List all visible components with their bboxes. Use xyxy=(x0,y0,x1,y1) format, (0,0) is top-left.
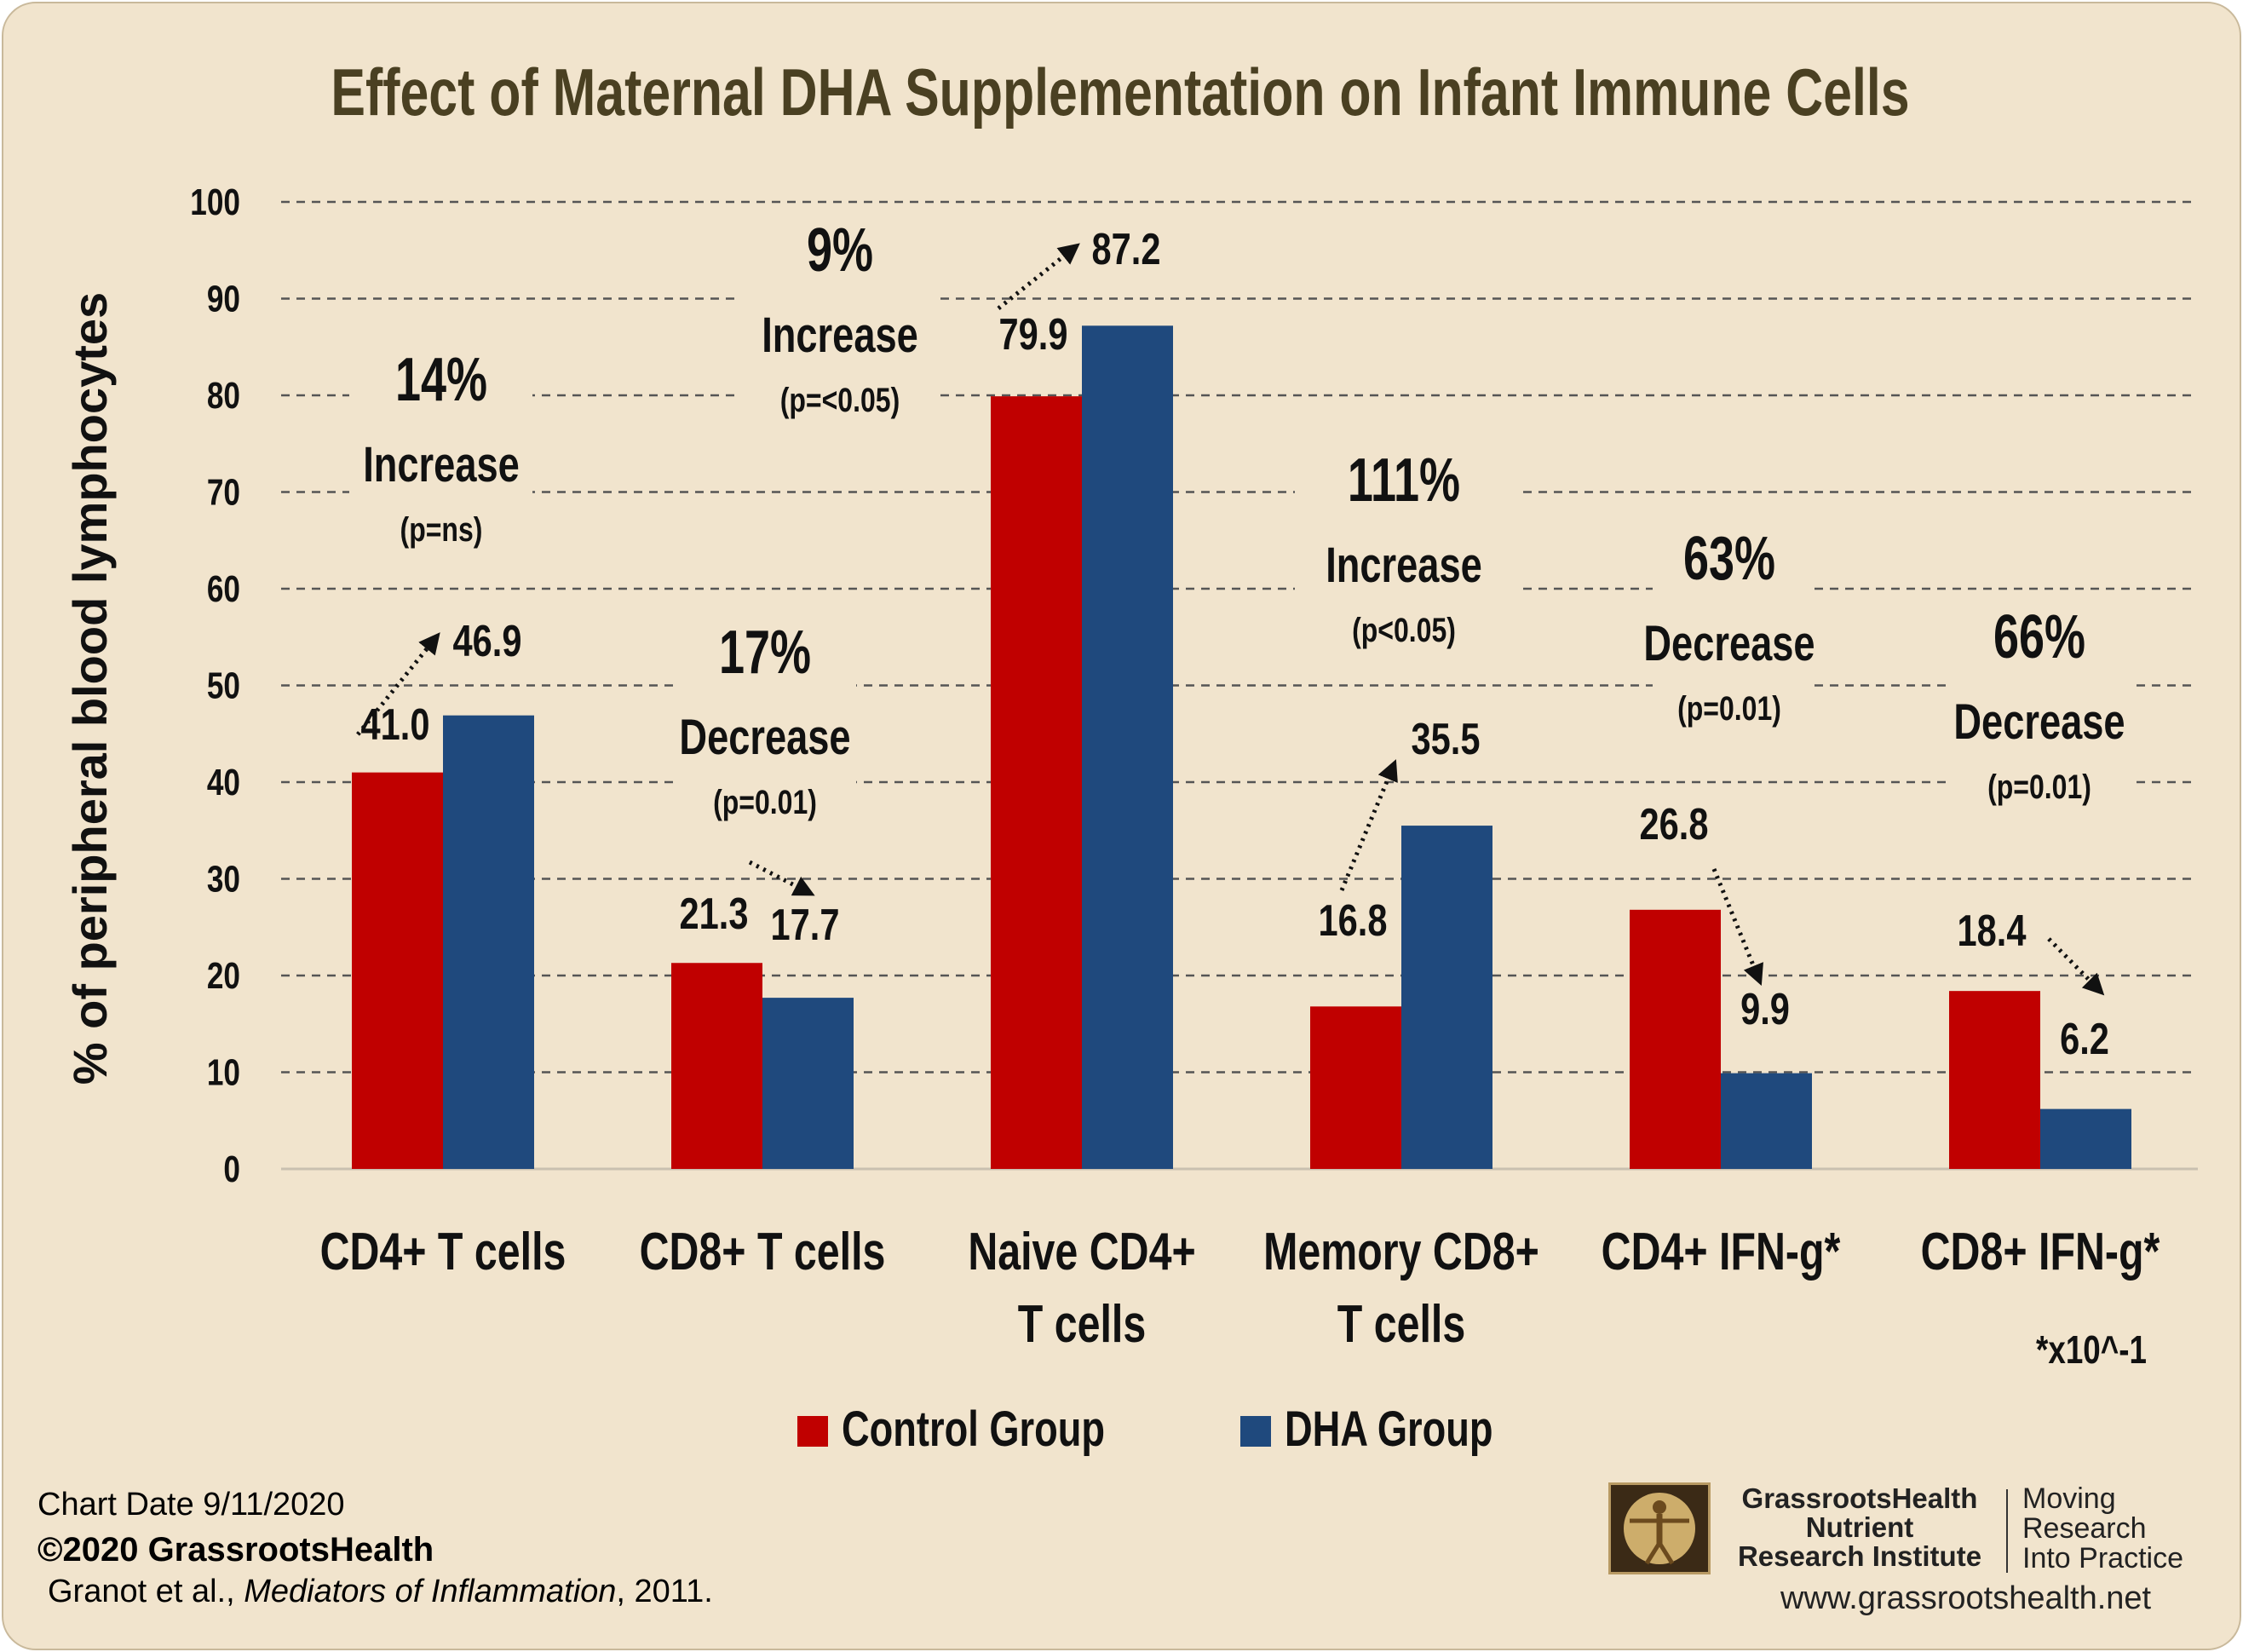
data-label-dha: 17.7 xyxy=(771,900,840,950)
data-label-dha: 35.5 xyxy=(1412,714,1481,764)
annotation-p-value: (p=ns) xyxy=(400,510,483,549)
annotation-percent: 111% xyxy=(1348,446,1460,515)
tagline-line-1: Moving xyxy=(2022,1482,2116,1515)
org-line-2: Nutrient xyxy=(1805,1511,1914,1543)
change-arrow xyxy=(356,632,440,736)
category-label: T cells xyxy=(1018,1294,1146,1353)
annotation-percent: 14% xyxy=(395,346,487,414)
tagline: Moving Research Into Practice xyxy=(2022,1484,2183,1574)
annotation-background xyxy=(349,366,532,554)
annotation-direction: Increase xyxy=(1326,538,1482,594)
citation-year: , 2011. xyxy=(616,1574,713,1609)
org-name: GrassrootsHealth Nutrient Research Insti… xyxy=(1728,1484,1992,1571)
chart-title: Effect of Maternal DHA Supplementation o… xyxy=(331,55,1909,130)
y-tick-label: 100 xyxy=(190,181,240,223)
copyright: ©2020 GrassrootsHealth xyxy=(37,1531,434,1569)
annotation-p-value: (p=0.01) xyxy=(713,783,817,821)
y-tick-label: 60 xyxy=(207,568,240,610)
org-line-3: Research Institute xyxy=(1737,1540,1982,1572)
vitruvian-logo xyxy=(1608,1482,1711,1574)
y-tick-label: 80 xyxy=(207,375,240,417)
annotation-percent: 63% xyxy=(1683,525,1775,593)
category-label: Naive CD4+ xyxy=(968,1222,1195,1281)
category-label: CD8+ IFN-g* xyxy=(1921,1222,2160,1281)
annotation-background xyxy=(1653,545,1815,716)
data-label-control: 21.3 xyxy=(680,889,749,939)
org-divider xyxy=(2006,1489,2008,1573)
bar-control xyxy=(991,396,1082,1169)
annotation-p-value: (p<0.05) xyxy=(1352,611,1456,649)
footnote: *x10^-1 xyxy=(2036,1327,2147,1372)
annotation-p-value: (p=0.01) xyxy=(1987,768,2091,806)
annotation-p-value: (p=0.01) xyxy=(1677,689,1781,728)
annotation-background xyxy=(741,234,937,426)
annotation-background xyxy=(1295,464,1521,652)
bar-dha xyxy=(1401,826,1492,1169)
data-label-control: 79.9 xyxy=(999,309,1068,360)
annotation-percent: 17% xyxy=(719,619,811,687)
bar-control xyxy=(1949,991,2040,1169)
legend-label-dha: DHA Group xyxy=(1285,1402,1493,1458)
y-tick-label: 20 xyxy=(207,955,240,997)
data-label-dha: 46.9 xyxy=(453,616,522,666)
citation-journal: Mediators of Inflammation xyxy=(244,1574,617,1609)
data-label-dha: 6.2 xyxy=(2060,1014,2109,1064)
change-arrow xyxy=(2047,937,2105,996)
bar-dha xyxy=(1721,1073,1812,1169)
data-label-control: 16.8 xyxy=(1319,895,1388,946)
bar-dha xyxy=(762,998,854,1169)
y-tick-label: 0 xyxy=(223,1148,240,1190)
category-label: CD8+ T cells xyxy=(640,1222,886,1281)
annotation-direction: Increase xyxy=(363,438,520,493)
citation: Granot et al., Mediators of Inflammation… xyxy=(48,1574,713,1610)
annotation-background xyxy=(673,639,856,818)
annotation-percent: 9% xyxy=(807,216,873,285)
chart-date: Chart Date 9/11/2020 xyxy=(37,1487,345,1522)
annotation-direction: Decrease xyxy=(1953,695,2125,751)
bar-control xyxy=(1630,909,1721,1169)
annotation-percent: 66% xyxy=(1993,603,2085,671)
bar-control xyxy=(671,963,762,1169)
annotation-direction: Increase xyxy=(762,308,918,364)
annotation-direction: Decrease xyxy=(1643,617,1815,672)
legend-swatch-control xyxy=(797,1416,828,1447)
annotation-background xyxy=(1951,622,2130,801)
y-tick-label: 30 xyxy=(207,859,240,901)
org-line-1: GrassrootsHealth xyxy=(1741,1482,1978,1514)
bar-control xyxy=(1310,1006,1401,1169)
bar-dha xyxy=(443,715,534,1169)
category-label: CD4+ IFN-g* xyxy=(1602,1222,1841,1281)
change-arrow xyxy=(997,243,1080,310)
tagline-line-3: Into Practice xyxy=(2022,1542,2183,1574)
data-label-control: 41.0 xyxy=(361,699,430,750)
tagline-line-2: Research xyxy=(2022,1512,2147,1545)
bar-dha xyxy=(2040,1108,2131,1169)
annotation-p-value: (p=<0.05) xyxy=(780,381,900,419)
y-tick-label: 90 xyxy=(207,279,240,320)
annotation-direction: Decrease xyxy=(679,711,850,766)
change-arrow xyxy=(748,860,815,896)
category-label: Memory CD8+ xyxy=(1263,1222,1539,1281)
data-label-dha: 87.2 xyxy=(1092,224,1161,274)
y-tick-label: 70 xyxy=(207,472,240,514)
change-arrow xyxy=(1339,759,1398,891)
legend-swatch-dha xyxy=(1240,1416,1271,1447)
category-label: CD4+ T cells xyxy=(320,1222,567,1281)
y-tick-label: 50 xyxy=(207,665,240,707)
data-label-dha: 9.9 xyxy=(1740,984,1790,1034)
website-link[interactable]: www.grassrootshealth.net xyxy=(1780,1580,2152,1616)
category-label: T cells xyxy=(1337,1294,1465,1353)
citation-authors: Granot et al., xyxy=(48,1574,244,1609)
bar-dha xyxy=(1082,325,1173,1169)
y-axis-title: % of peripheral blood lymphocytes xyxy=(63,292,117,1085)
bar-control xyxy=(352,772,443,1169)
y-tick-label: 40 xyxy=(207,762,240,803)
data-label-control: 18.4 xyxy=(1958,906,2027,956)
legend-label-control: Control Group xyxy=(842,1402,1105,1458)
y-tick-label: 10 xyxy=(207,1052,240,1094)
data-label-control: 26.8 xyxy=(1640,799,1709,849)
